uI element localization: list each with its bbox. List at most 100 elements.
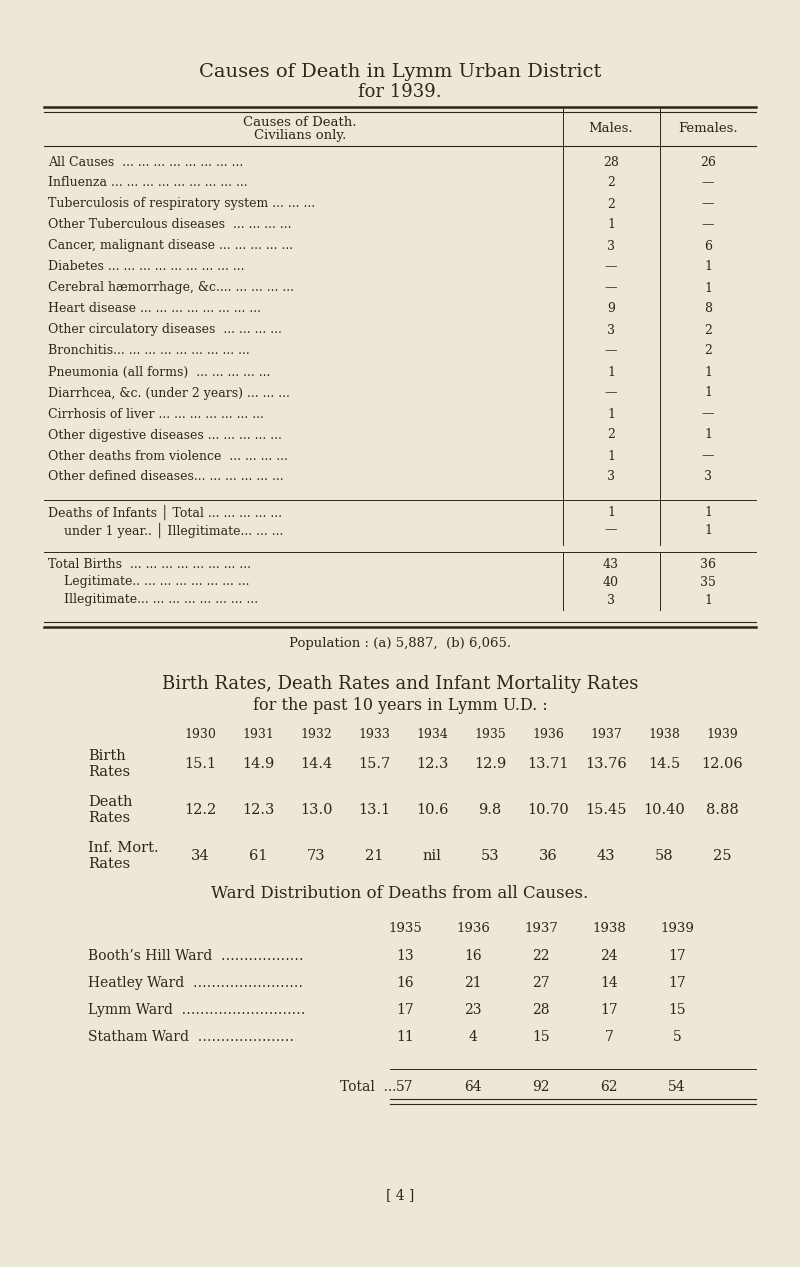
Text: 57: 57 — [396, 1079, 414, 1093]
Text: Deaths of Infants │ Total ... ... ... ... ...: Deaths of Infants │ Total ... ... ... ..… — [48, 504, 282, 519]
Text: 16: 16 — [464, 949, 482, 963]
Text: 64: 64 — [464, 1079, 482, 1093]
Text: 3: 3 — [607, 323, 615, 337]
Text: 2: 2 — [607, 198, 615, 210]
Text: 1: 1 — [704, 523, 712, 536]
Text: 27: 27 — [532, 976, 550, 990]
Text: for 1939.: for 1939. — [358, 84, 442, 101]
Text: 1933: 1933 — [358, 727, 390, 740]
Text: Booth’s Hill Ward  ………………: Booth’s Hill Ward ……………… — [88, 949, 303, 963]
Text: 17: 17 — [668, 949, 686, 963]
Text: 2: 2 — [607, 428, 615, 441]
Text: 1: 1 — [607, 450, 615, 462]
Text: —: — — [605, 261, 618, 274]
Text: Birth Rates, Death Rates and Infant Mortality Rates: Birth Rates, Death Rates and Infant Mort… — [162, 675, 638, 693]
Text: 1936: 1936 — [532, 727, 564, 740]
Text: 43: 43 — [597, 849, 615, 863]
Text: 1935: 1935 — [388, 921, 422, 935]
Text: under 1 year.. │ Illegitimate... ... ...: under 1 year.. │ Illegitimate... ... ... — [48, 522, 283, 537]
Text: Inf. Mort.: Inf. Mort. — [88, 841, 158, 855]
Text: 10.70: 10.70 — [527, 803, 569, 817]
Text: —: — — [605, 345, 618, 357]
Text: Death: Death — [88, 794, 133, 810]
Text: —: — — [702, 450, 714, 462]
Text: 1932: 1932 — [300, 727, 332, 740]
Text: Males.: Males. — [589, 122, 634, 134]
Text: 1: 1 — [704, 506, 712, 518]
Text: 11: 11 — [396, 1030, 414, 1044]
Text: 1938: 1938 — [648, 727, 680, 740]
Text: Pneumonia (all forms)  ... ... ... ... ...: Pneumonia (all forms) ... ... ... ... ..… — [48, 365, 270, 379]
Text: 1936: 1936 — [456, 921, 490, 935]
Text: 54: 54 — [668, 1079, 686, 1093]
Text: Tuberculosis of respiratory system ... ... ...: Tuberculosis of respiratory system ... .… — [48, 198, 315, 210]
Text: 9.8: 9.8 — [478, 803, 502, 817]
Text: Other defined diseases... ... ... ... ... ...: Other defined diseases... ... ... ... ..… — [48, 470, 284, 484]
Text: 1: 1 — [607, 506, 615, 518]
Text: Diarrhcea, &c. (under 2 years) ... ... ...: Diarrhcea, &c. (under 2 years) ... ... .… — [48, 386, 290, 399]
Text: Lymm Ward  ………………………: Lymm Ward ……………………… — [88, 1003, 306, 1017]
Text: 1: 1 — [704, 593, 712, 607]
Text: 3: 3 — [704, 470, 712, 484]
Text: 24: 24 — [600, 949, 618, 963]
Text: 62: 62 — [600, 1079, 618, 1093]
Text: —: — — [702, 408, 714, 421]
Text: Other deaths from violence  ... ... ... ...: Other deaths from violence ... ... ... .… — [48, 450, 288, 462]
Text: 13.71: 13.71 — [527, 756, 569, 772]
Text: 4: 4 — [469, 1030, 478, 1044]
Text: Civilians only.: Civilians only. — [254, 128, 346, 142]
Text: 58: 58 — [654, 849, 674, 863]
Text: Other circulatory diseases  ... ... ... ...: Other circulatory diseases ... ... ... .… — [48, 323, 282, 337]
Text: 1: 1 — [704, 386, 712, 399]
Text: 26: 26 — [700, 156, 716, 169]
Text: 15: 15 — [668, 1003, 686, 1017]
Text: 16: 16 — [396, 976, 414, 990]
Text: 40: 40 — [603, 575, 619, 588]
Text: Rates: Rates — [88, 765, 130, 779]
Text: 92: 92 — [532, 1079, 550, 1093]
Text: 1: 1 — [607, 218, 615, 232]
Text: Ward Distribution of Deaths from all Causes.: Ward Distribution of Deaths from all Cau… — [211, 886, 589, 902]
Text: 1939: 1939 — [660, 921, 694, 935]
Text: 1937: 1937 — [590, 727, 622, 740]
Text: Cirrhosis of liver ... ... ... ... ... ... ...: Cirrhosis of liver ... ... ... ... ... .… — [48, 408, 264, 421]
Text: for the past 10 years in Lymm U.D. :: for the past 10 years in Lymm U.D. : — [253, 698, 547, 715]
Text: Other Tuberculous diseases  ... ... ... ...: Other Tuberculous diseases ... ... ... .… — [48, 218, 291, 232]
Text: Rates: Rates — [88, 811, 130, 825]
Text: 2: 2 — [704, 345, 712, 357]
Text: 14.4: 14.4 — [300, 756, 332, 772]
Text: 34: 34 — [190, 849, 210, 863]
Text: 13: 13 — [396, 949, 414, 963]
Text: Diabetes ... ... ... ... ... ... ... ... ...: Diabetes ... ... ... ... ... ... ... ...… — [48, 261, 245, 274]
Text: 13.1: 13.1 — [358, 803, 390, 817]
Text: 12.2: 12.2 — [184, 803, 216, 817]
Text: Statham Ward  …………………: Statham Ward ………………… — [88, 1030, 294, 1044]
Text: Illegitimate... ... ... ... ... ... ... ...: Illegitimate... ... ... ... ... ... ... … — [48, 593, 258, 607]
Text: 17: 17 — [600, 1003, 618, 1017]
Text: 13.0: 13.0 — [300, 803, 332, 817]
Text: 25: 25 — [713, 849, 731, 863]
Text: Total Births  ... ... ... ... ... ... ... ...: Total Births ... ... ... ... ... ... ...… — [48, 557, 251, 570]
Text: 12.06: 12.06 — [701, 756, 743, 772]
Text: Birth: Birth — [88, 749, 126, 763]
Text: 5: 5 — [673, 1030, 682, 1044]
Text: 1930: 1930 — [184, 727, 216, 740]
Text: 17: 17 — [396, 1003, 414, 1017]
Text: 12.9: 12.9 — [474, 756, 506, 772]
Text: 1931: 1931 — [242, 727, 274, 740]
Text: Heart disease ... ... ... ... ... ... ... ...: Heart disease ... ... ... ... ... ... ..… — [48, 303, 261, 315]
Text: 23: 23 — [464, 1003, 482, 1017]
Text: 7: 7 — [605, 1030, 614, 1044]
Text: 1934: 1934 — [416, 727, 448, 740]
Text: 36: 36 — [538, 849, 558, 863]
Text: 2: 2 — [607, 176, 615, 190]
Text: 1: 1 — [704, 261, 712, 274]
Text: 35: 35 — [700, 575, 716, 588]
Text: 28: 28 — [603, 156, 619, 169]
Text: 15.1: 15.1 — [184, 756, 216, 772]
Text: Causes of Death.: Causes of Death. — [243, 115, 357, 128]
Text: —: — — [702, 176, 714, 190]
Text: 1: 1 — [607, 365, 615, 379]
Text: Cerebral hæmorrhage, &c.... ... ... ... ...: Cerebral hæmorrhage, &c.... ... ... ... … — [48, 281, 294, 294]
Text: 17: 17 — [668, 976, 686, 990]
